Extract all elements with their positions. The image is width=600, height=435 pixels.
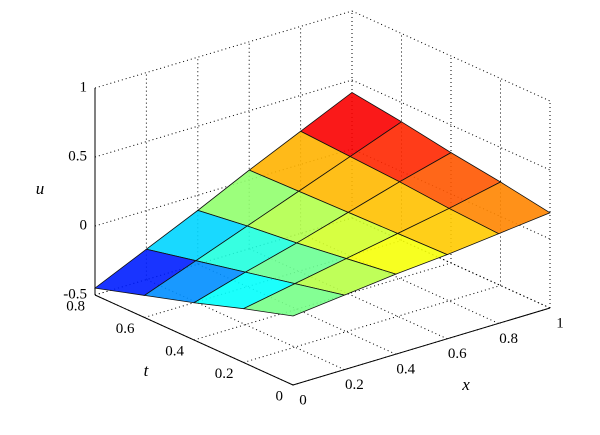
x-tick-label: 0.4 — [396, 362, 415, 378]
y-tick-label: 0 — [276, 388, 284, 404]
x-tick-label: 0.6 — [448, 346, 467, 362]
axis-line — [94, 294, 294, 386]
grid-line — [351, 10, 551, 102]
y-tick-label: 0.6 — [116, 321, 135, 337]
z-tick-label: 0.5 — [68, 148, 87, 164]
x-tick-label: 1 — [556, 315, 564, 331]
y-tick-label: 0.8 — [66, 298, 85, 314]
grid-line — [94, 10, 353, 89]
z-tick-label: 0 — [80, 217, 88, 233]
x-tick-label: 0.8 — [499, 331, 518, 347]
grid-line — [193, 262, 452, 341]
z-tick-label: -0.5 — [63, 286, 87, 302]
grid-line — [146, 279, 345, 371]
z-axis-label: u — [36, 179, 45, 198]
grid-line — [351, 79, 551, 171]
x-tick-label: 0.2 — [345, 377, 364, 393]
x-tick-label: 0 — [299, 392, 307, 408]
y-tick-label: 0.4 — [165, 343, 184, 359]
axis-line — [292, 307, 551, 386]
grid-line — [94, 79, 353, 158]
grid-line — [94, 148, 353, 227]
y-axis-label: t — [144, 361, 150, 380]
grid-line — [300, 232, 499, 324]
grid-line — [243, 285, 501, 363]
grid-line — [144, 240, 402, 318]
z-tick-label: 1 — [80, 79, 88, 95]
y-tick-label: 0.2 — [215, 366, 234, 382]
x-axis-label: x — [461, 375, 470, 394]
surface-patch — [242, 283, 346, 317]
